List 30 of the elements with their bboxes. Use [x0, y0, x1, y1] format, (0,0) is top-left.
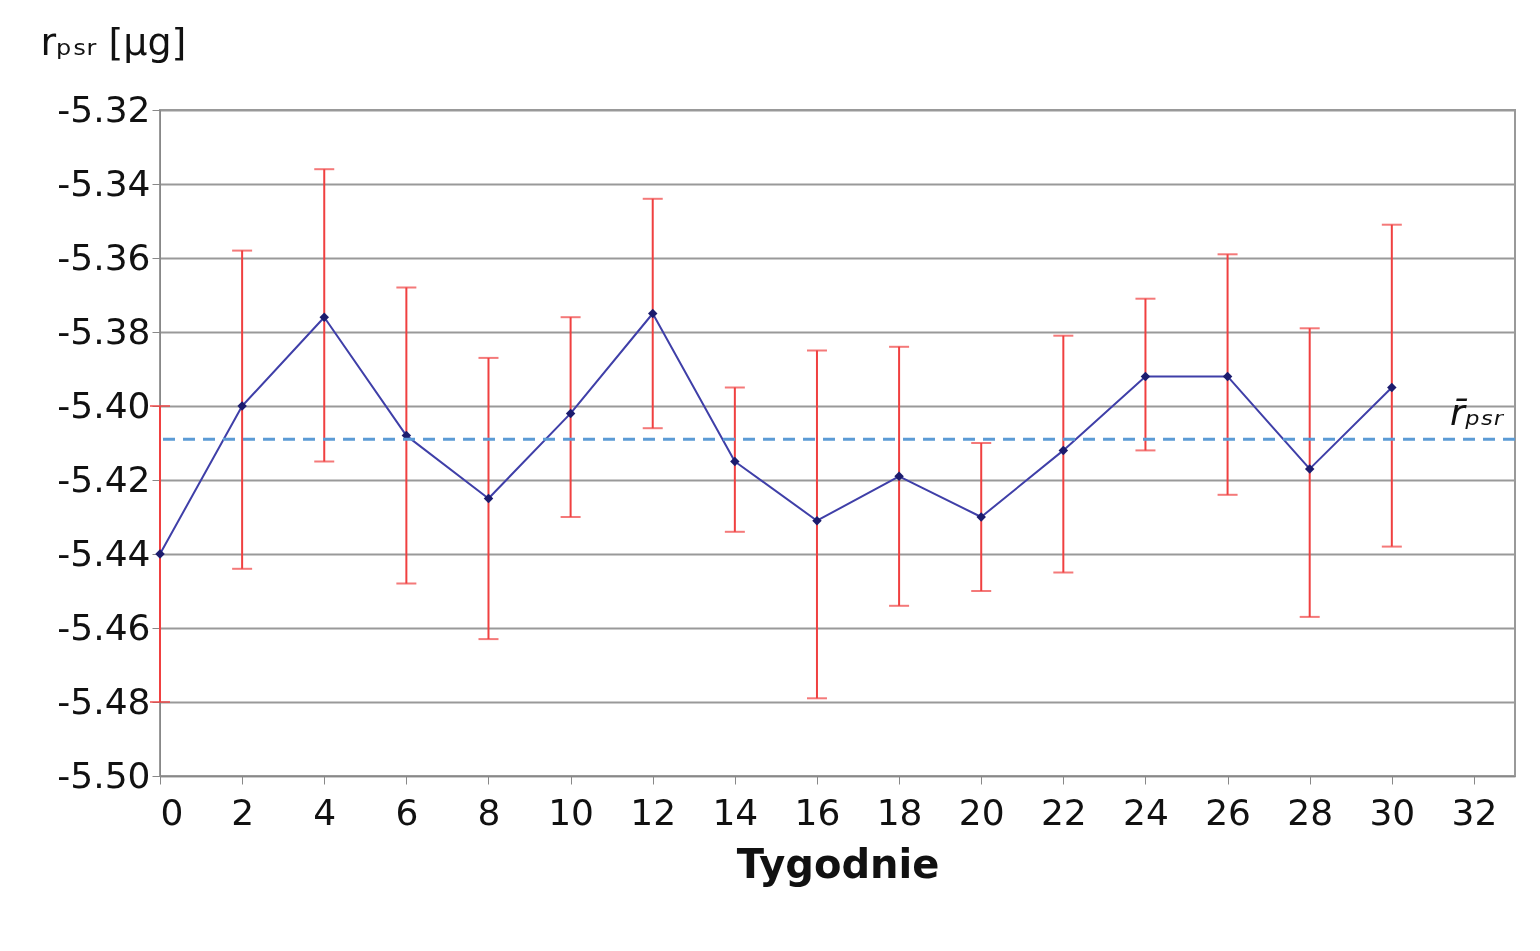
y-axis-title: rₚₛᵣ [µg] [40, 19, 187, 64]
x-tick-label: 24 [1123, 791, 1169, 833]
x-tick-label: 2 [231, 791, 255, 833]
x-tick-label: 26 [1205, 791, 1251, 833]
x-axis-title: Tygodnie [736, 840, 940, 887]
y-tick-label: -5.46 [57, 606, 151, 648]
y-tick-label: -5.38 [57, 310, 151, 352]
y-tick-label: -5.48 [57, 680, 151, 722]
y-tick-label: -5.40 [57, 384, 151, 426]
y-tick-label: -5.42 [57, 458, 151, 500]
x-tick-label: 6 [395, 791, 419, 833]
x-tick-label: 12 [630, 791, 677, 833]
x-tick-label: 0 [160, 791, 184, 833]
y-tick-label: -5.32 [57, 88, 151, 130]
y-tick-label: -5.36 [57, 236, 151, 278]
x-tick-label: 22 [1040, 791, 1087, 833]
x-tick-label: 28 [1287, 791, 1334, 833]
ref-line-label: r̄ₚₛᵣ [1450, 392, 1505, 434]
x-tick-label: 4 [313, 791, 337, 833]
x-tick-label: 8 [477, 791, 501, 833]
y-tick-label: -5.50 [57, 754, 151, 796]
y-tick-label: -5.44 [57, 532, 151, 574]
x-tick-label: 20 [958, 791, 1005, 833]
x-tick-label: 14 [712, 791, 759, 833]
x-tick-label: 18 [876, 791, 923, 833]
x-tick-label: 30 [1369, 791, 1416, 833]
x-tick-label: 16 [794, 791, 841, 833]
x-tick-label: 10 [548, 791, 595, 833]
x-tick-label: 32 [1451, 791, 1498, 833]
y-tick-label: -5.34 [57, 162, 151, 204]
